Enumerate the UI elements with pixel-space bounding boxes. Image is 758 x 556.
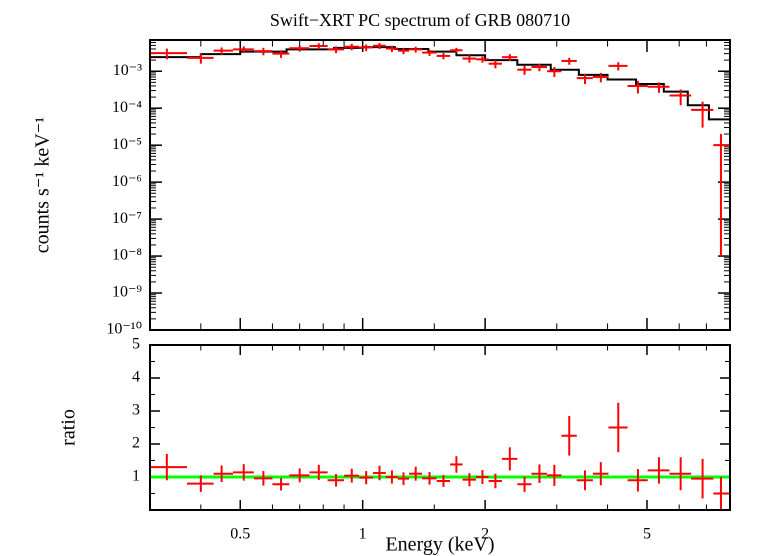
- svg-text:Swift−XRT PC spectrum of GRB 0: Swift−XRT PC spectrum of GRB 080710: [270, 10, 570, 30]
- svg-text:1: 1: [359, 525, 367, 542]
- chart-svg: Swift−XRT PC spectrum of GRB 080710 0.5 1 2…: [0, 0, 758, 556]
- svg-text:4: 4: [132, 369, 140, 386]
- svg-text:5: 5: [132, 336, 140, 353]
- svg-text:10⁻⁹: 10⁻⁹: [112, 284, 142, 301]
- svg-text:10⁻⁸: 10⁻⁸: [112, 247, 142, 264]
- svg-text:Energy (keV): Energy (keV): [385, 534, 494, 556]
- spectrum-chart: Swift−XRT PC spectrum of GRB 080710 0.5 1 2…: [0, 0, 758, 556]
- svg-text:10⁻³: 10⁻³: [113, 62, 142, 79]
- svg-text:5: 5: [643, 525, 651, 542]
- svg-text:ratio: ratio: [58, 409, 80, 446]
- svg-text:1: 1: [132, 468, 140, 485]
- svg-text:2: 2: [132, 435, 140, 452]
- svg-text:10⁻⁵: 10⁻⁵: [112, 136, 142, 153]
- svg-text:0.5: 0.5: [230, 525, 250, 542]
- svg-text:10⁻⁴: 10⁻⁴: [112, 99, 142, 116]
- svg-text:3: 3: [132, 402, 140, 419]
- svg-text:counts s⁻¹ keV⁻¹: counts s⁻¹ keV⁻¹: [32, 117, 54, 253]
- svg-text:10⁻⁷: 10⁻⁷: [112, 210, 142, 227]
- svg-text:10⁻⁶: 10⁻⁶: [112, 173, 142, 190]
